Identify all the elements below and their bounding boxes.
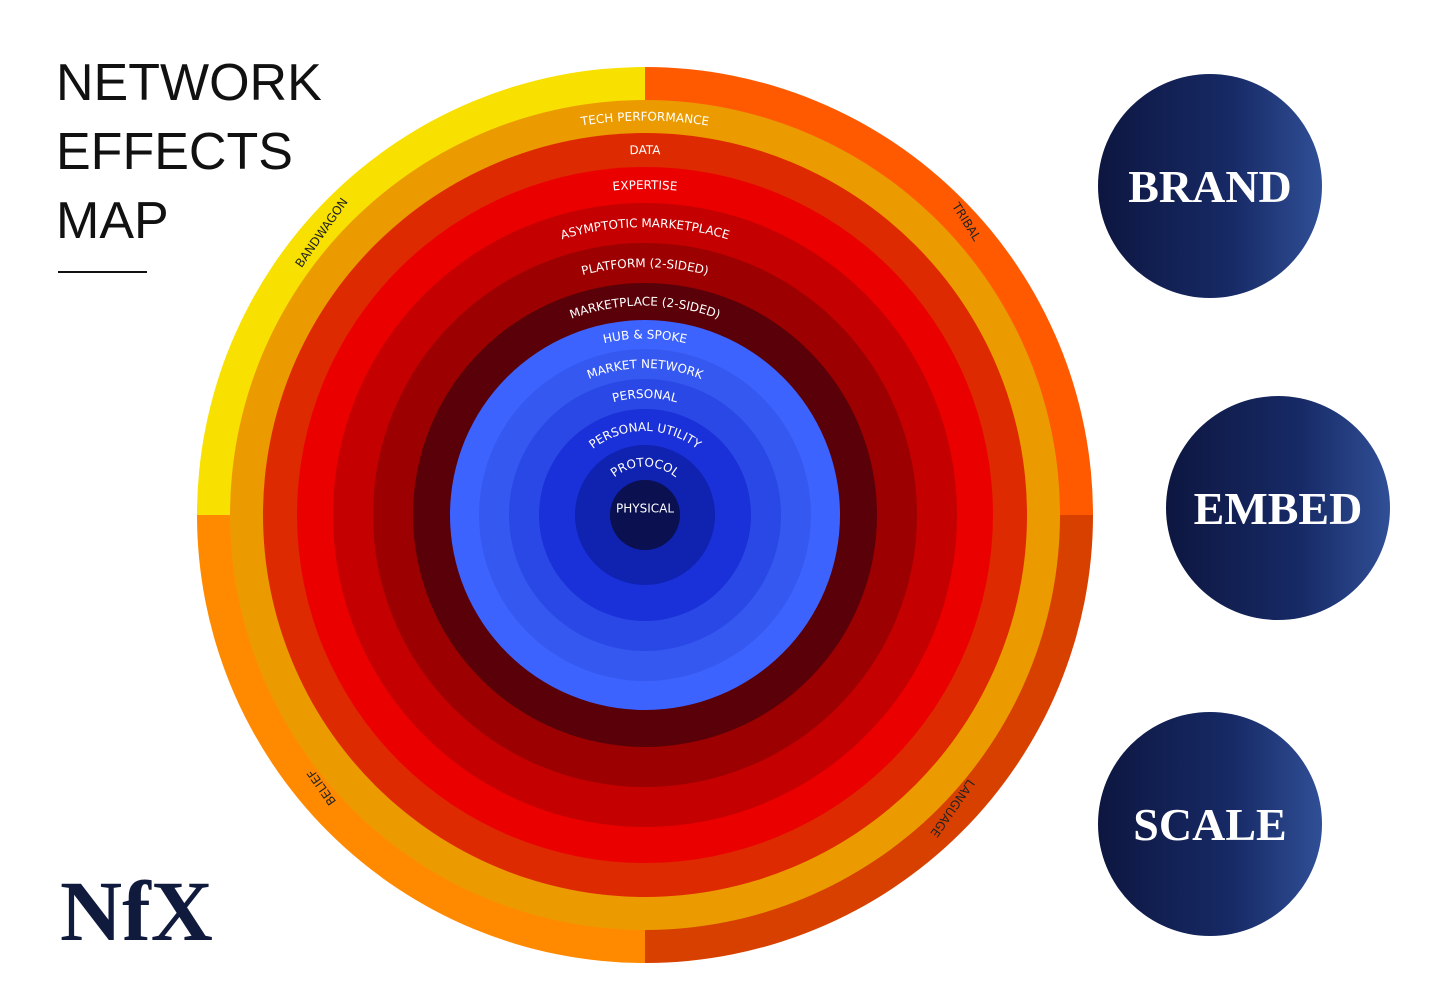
ring-label-text: DATA (629, 143, 661, 157)
logo: NfX (60, 863, 213, 959)
ring-label: EXPERTISE (612, 178, 678, 194)
title-line: NETWORK (56, 54, 322, 112)
pillar-circle (1098, 712, 1322, 936)
ring-label: PHYSICAL (616, 502, 674, 516)
pillar-label: BRAND (1128, 161, 1292, 212)
ring-label: TECH PERFORMANCE (579, 109, 710, 128)
ring-label: PERSONAL (611, 387, 680, 405)
ring-label-text: PERSONAL (611, 387, 680, 405)
title-line: MAP (56, 192, 169, 250)
ring-label: HUB & SPOKE (602, 327, 689, 346)
ring-label-text: HUB & SPOKE (602, 327, 689, 346)
pillar-circle (1166, 396, 1390, 620)
ring-label: DATA (629, 143, 661, 157)
ring-label-text: EXPERTISE (612, 178, 678, 194)
pillar-label: SCALE (1133, 799, 1286, 850)
pillar-circle (1098, 74, 1322, 298)
pillar-label: EMBED (1194, 483, 1363, 534)
title-line: EFFECTS (56, 123, 293, 181)
ring (610, 480, 680, 550)
ring-label-text: TECH PERFORMANCE (579, 109, 710, 128)
